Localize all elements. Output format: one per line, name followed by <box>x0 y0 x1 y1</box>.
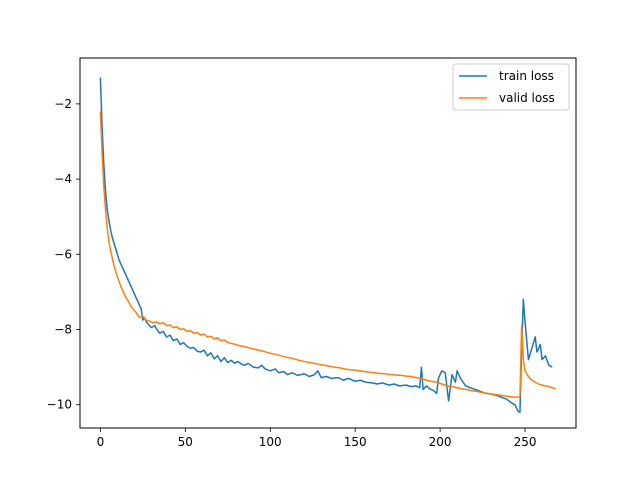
series-line-train-loss <box>99 77 553 413</box>
y-tick-label: −8 <box>54 322 72 336</box>
series-layer <box>99 77 556 413</box>
y-tick-label: −2 <box>54 97 72 111</box>
legend: train loss valid loss <box>452 63 570 111</box>
x-tick-label: 0 <box>97 435 105 449</box>
legend-label: train loss <box>499 69 554 83</box>
x-tick-label: 50 <box>178 435 193 449</box>
legend-label: valid loss <box>499 91 555 105</box>
series-line-valid-loss <box>99 111 556 398</box>
x-tick-label: 200 <box>429 435 452 449</box>
y-tick-label: −6 <box>54 247 72 261</box>
plot-frame <box>79 57 577 429</box>
x-axis-ticks: 0 50 100 150 200 250 <box>97 428 537 449</box>
y-tick-label: −10 <box>47 398 72 412</box>
y-tick-label: −4 <box>54 172 72 186</box>
x-tick-label: 100 <box>259 435 282 449</box>
y-axis-ticks: −2 −4 −6 −8 −10 <box>47 97 80 412</box>
x-tick-label: 150 <box>344 435 367 449</box>
x-tick-label: 250 <box>514 435 537 449</box>
